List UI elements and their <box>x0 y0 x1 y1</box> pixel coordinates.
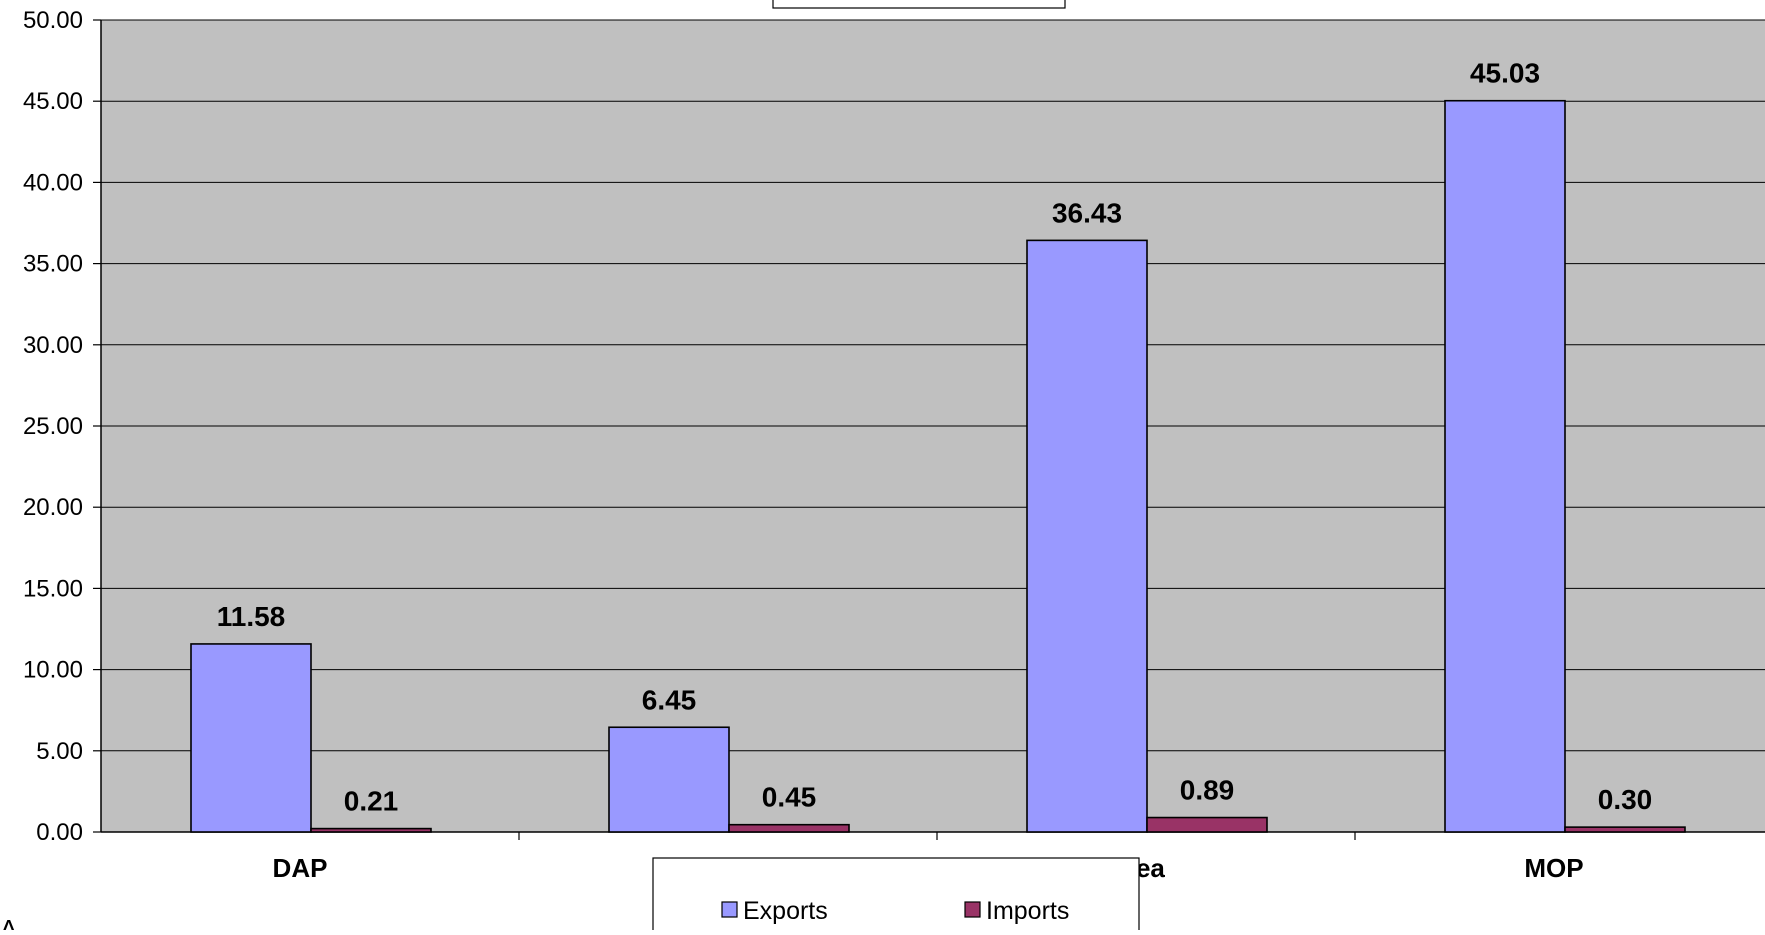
y-tick-label: 30.00 <box>23 332 83 359</box>
y-tick-label: 50.00 <box>23 7 83 34</box>
data-label: 11.58 <box>217 601 286 632</box>
legend-swatch-imports <box>964 901 981 918</box>
bar-imports-urea <box>1146 816 1268 833</box>
y-tick-label: 15.00 <box>23 575 83 602</box>
y-tick-label: 45.00 <box>23 88 83 115</box>
axes: 0.00 5.00 10.00 15.00 20.00 25.00 30.00 35.00 40… <box>23 7 1765 883</box>
bar-exports-map <box>608 726 730 833</box>
data-labels: 11.58 0.21 6.45 0.45 36.43 0.89 45.03 0.30 <box>217 58 1653 817</box>
legend: Exports Imports <box>652 857 1140 935</box>
x-category-label: MOP <box>1524 853 1583 883</box>
legend-box <box>652 857 1140 935</box>
x-category-label: DAP <box>273 853 328 883</box>
y-tick-label: 5.00 <box>36 738 83 765</box>
y-tick-label: 0.00 <box>36 819 83 846</box>
legend-swatch-exports <box>721 901 738 918</box>
data-label: 0.89 <box>1180 775 1235 806</box>
title-box <box>772 0 1066 9</box>
y-tick-label: 10.00 <box>23 657 83 684</box>
legend-label-imports: Imports <box>986 897 1069 925</box>
data-label: 0.21 <box>344 786 399 817</box>
bar-imports-map <box>728 823 850 833</box>
bar-exports-dap <box>190 643 312 833</box>
y-tick-label: 35.00 <box>23 251 83 278</box>
data-label: 0.30 <box>1598 784 1653 815</box>
bars <box>190 99 1686 833</box>
y-tick-label: 20.00 <box>23 494 83 521</box>
y-tick-label: 25.00 <box>23 413 83 440</box>
legend-label-exports: Exports <box>743 897 828 925</box>
bar-exports-mop <box>1444 99 1566 833</box>
bar-imports-mop <box>1564 826 1686 833</box>
data-label: 0.45 <box>762 782 817 813</box>
data-label: 45.03 <box>1470 58 1540 89</box>
bar-exports-urea <box>1026 239 1148 833</box>
bar-imports-dap <box>310 827 432 833</box>
data-label: 6.45 <box>642 684 697 715</box>
data-label: 36.43 <box>1052 197 1122 228</box>
y-tick-label: 40.00 <box>23 169 83 196</box>
corner-text: A <box>0 914 18 930</box>
